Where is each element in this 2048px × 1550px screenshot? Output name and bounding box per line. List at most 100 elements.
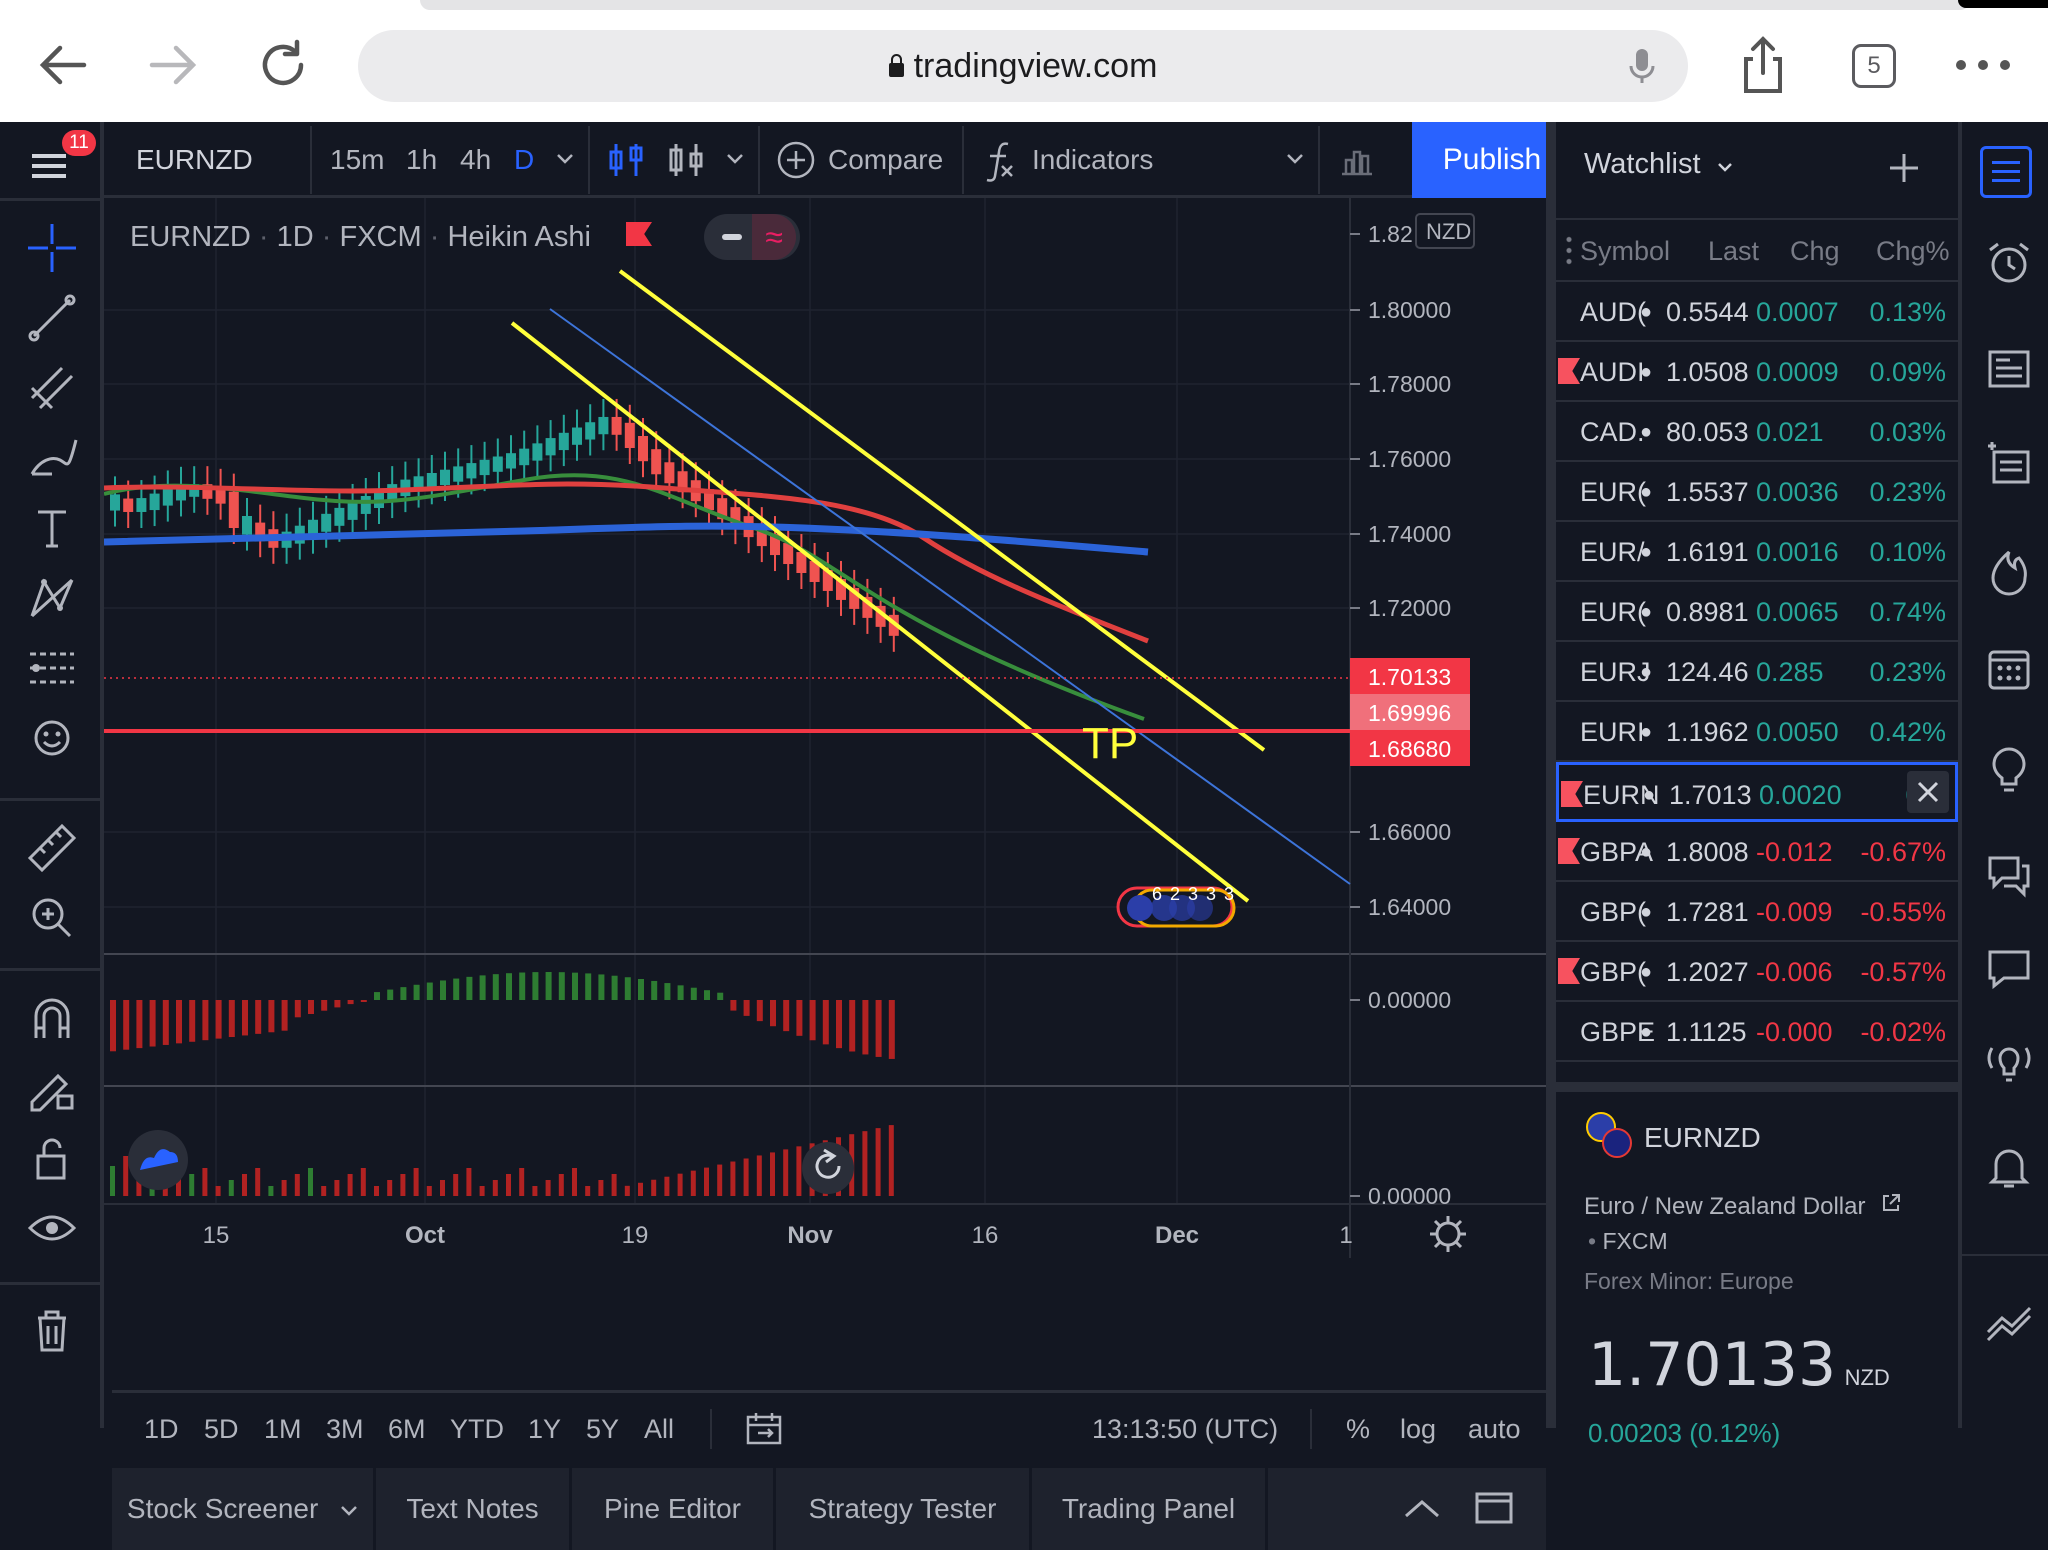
- symbol-search[interactable]: EURNZD: [136, 144, 253, 175]
- column-header-symbol[interactable]: Symbol: [1580, 236, 1671, 266]
- more-icon[interactable]: [1948, 30, 2018, 100]
- range-6m[interactable]: 6M: [388, 1414, 426, 1444]
- chevron-down-icon[interactable]: [726, 152, 744, 166]
- details-name[interactable]: Euro / New Zealand Dollar: [1584, 1193, 1866, 1220]
- price-axis[interactable]: 1.82 1.80000 1.78000 1.76000 1.74000 1.7…: [1350, 221, 1451, 1209]
- range-5d[interactable]: 5D: [204, 1414, 239, 1444]
- go-to-date-icon[interactable]: [744, 1411, 784, 1447]
- streams-icon[interactable]: [1984, 1038, 2034, 1088]
- watchlist-row[interactable]: AUD(● 0.5544 0.0007 0.13%: [1556, 282, 1958, 342]
- lock-drawings-icon[interactable]: [22, 1128, 82, 1188]
- publish-button[interactable]: Publish: [1412, 122, 1572, 198]
- price-chart[interactable]: TP 6 2 3 3 3 1.82 1.80000 1.78000 1.76: [104, 198, 1546, 1338]
- data-window-icon[interactable]: [1984, 438, 2034, 488]
- legend-toggle-group[interactable]: ≈: [704, 214, 800, 260]
- range-ytd[interactable]: YTD: [450, 1414, 504, 1444]
- watchlist-row[interactable]: EURJ ● 124.46 0.285 0.23%: [1556, 642, 1958, 702]
- watchlist-row[interactable]: GBP(● 1.2027 -0.006 -0.57%: [1556, 942, 1958, 1002]
- indicators-button[interactable]: Indicators: [1032, 144, 1154, 175]
- interval-d[interactable]: D: [514, 144, 535, 175]
- notifications-bell-icon[interactable]: [1984, 1142, 2034, 1192]
- watchlist-row[interactable]: GBPE ● 1.1125 -0.000 -0.02%: [1556, 1002, 1958, 1062]
- function-icon[interactable]: [982, 138, 1022, 182]
- utc-clock[interactable]: 13:13:50 (UTC): [1092, 1414, 1279, 1444]
- interval-15m[interactable]: 15m: [330, 144, 385, 175]
- hotlists-icon[interactable]: [1984, 546, 2034, 596]
- share-icon[interactable]: [1728, 30, 1798, 100]
- text-tool-icon[interactable]: [22, 498, 82, 558]
- tab-text-notes[interactable]: Text Notes: [376, 1468, 572, 1550]
- range-all[interactable]: All: [644, 1414, 675, 1444]
- flag-icon[interactable]: [1558, 358, 1580, 384]
- prediction-icon[interactable]: [22, 638, 82, 698]
- watchlist-row[interactable]: GBPA ● 1.8008 -0.012 -0.67%: [1556, 822, 1958, 882]
- watchlist-row[interactable]: EUR(● 0.8981 0.0065 0.74%: [1556, 582, 1958, 642]
- crosshair-icon[interactable]: [22, 218, 82, 278]
- flag-icon[interactable]: [1558, 958, 1580, 984]
- watchlist-title[interactable]: Watchlist: [1584, 148, 1733, 181]
- trading-panel-icon[interactable]: [1984, 1298, 2034, 1348]
- log-toggle[interactable]: log: [1400, 1414, 1437, 1444]
- financials-icon[interactable]: [1336, 140, 1376, 180]
- address-bar[interactable]: tradingview.com: [358, 30, 1688, 102]
- candles-icon[interactable]: [666, 138, 706, 182]
- reload-icon[interactable]: [248, 30, 318, 100]
- news-icon[interactable]: [1984, 344, 2034, 394]
- wave-icon[interactable]: ≈: [752, 214, 796, 260]
- trash-icon[interactable]: [22, 1300, 82, 1360]
- remove-symbol-button[interactable]: [1907, 771, 1949, 813]
- add-compare-icon[interactable]: [776, 140, 816, 180]
- chevron-down-icon[interactable]: [1286, 152, 1304, 166]
- events-marker[interactable]: 6 2 3 3 3: [1116, 884, 1236, 928]
- magnet-icon[interactable]: [22, 988, 82, 1048]
- tab-trading-panel[interactable]: Trading Panel: [1032, 1468, 1268, 1550]
- messages-icon[interactable]: [1984, 944, 2034, 994]
- range-3m[interactable]: 3M: [326, 1414, 364, 1444]
- watchlist-row[interactable]: EUR(● 1.5537 0.0036 0.23%: [1556, 462, 1958, 522]
- column-header-last[interactable]: Last: [1708, 236, 1760, 266]
- interval-4h[interactable]: 4h: [460, 144, 492, 175]
- microphone-icon[interactable]: [1622, 46, 1662, 86]
- ideas-lightbulb-icon[interactable]: [1984, 744, 2034, 794]
- forward-icon[interactable]: [138, 30, 208, 100]
- watchlist-row[interactable]: AUDI ● 1.0508 0.0009 0.09%: [1556, 342, 1958, 402]
- stay-drawing-icon[interactable]: [22, 1058, 82, 1118]
- range-5y[interactable]: 5Y: [586, 1414, 620, 1444]
- tab-strategy-tester[interactable]: Strategy Tester: [776, 1468, 1032, 1550]
- column-header-chgp[interactable]: Chg%: [1876, 236, 1950, 266]
- range-1d[interactable]: 1D: [144, 1414, 179, 1444]
- eye-icon[interactable]: [22, 1198, 82, 1258]
- alarm-clock-icon[interactable]: [1984, 238, 2034, 288]
- brush-icon[interactable]: [22, 428, 82, 488]
- watchlist-row[interactable]: EUR/● 1.6191 0.0016 0.10%: [1556, 522, 1958, 582]
- watchlist-icon[interactable]: [1980, 146, 2032, 198]
- tab-pine-editor[interactable]: Pine Editor: [572, 1468, 776, 1550]
- interval-1h[interactable]: 1h: [406, 144, 438, 175]
- flag-icon[interactable]: [1558, 838, 1580, 864]
- flag-icon[interactable]: [1561, 781, 1583, 807]
- bar-style-icon[interactable]: [606, 138, 646, 182]
- chevron-up-icon[interactable]: [1402, 1494, 1442, 1524]
- pattern-icon[interactable]: [22, 568, 82, 628]
- chats-icon[interactable]: [1984, 850, 2034, 900]
- pitchfork-icon[interactable]: [22, 358, 82, 418]
- back-icon[interactable]: [28, 30, 98, 100]
- tradingview-logo-icon[interactable]: [128, 1130, 188, 1190]
- time-axis[interactable]: 15 Oct 19 Nov 16 Dec 1: [203, 1222, 1353, 1249]
- settings-gear-icon[interactable]: [1430, 1216, 1466, 1252]
- drag-handle-icon[interactable]: [1566, 234, 1572, 266]
- menu-icon[interactable]: [22, 136, 82, 196]
- reset-chart-icon[interactable]: [802, 1142, 854, 1194]
- watchlist-row[interactable]: EURI ● 1.1962 0.0050 0.42%: [1556, 702, 1958, 762]
- compare-button[interactable]: Compare: [828, 144, 944, 175]
- auto-toggle[interactable]: auto: [1468, 1414, 1521, 1444]
- collapse-icon[interactable]: [722, 234, 742, 240]
- add-symbol-icon[interactable]: [1884, 148, 1924, 188]
- external-link-icon[interactable]: [1880, 1192, 1902, 1214]
- currency-badge-box[interactable]: [1415, 213, 1475, 249]
- calendar-icon[interactable]: [1984, 644, 2034, 694]
- watchlist-row[interactable]: CAD. ● 80.053 0.021 0.03%: [1556, 402, 1958, 462]
- tabs-button[interactable]: 5: [1852, 44, 1896, 88]
- trend-line-icon[interactable]: [22, 288, 82, 348]
